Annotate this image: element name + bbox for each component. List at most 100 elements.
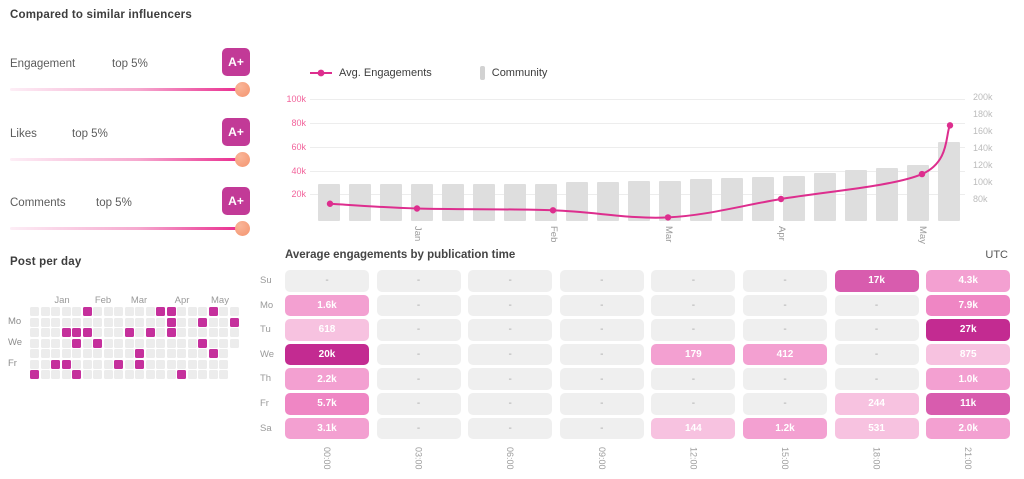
legend-avg-engagements[interactable]: Avg. Engagements	[310, 67, 432, 79]
calendar-cell	[51, 349, 60, 358]
community-bar	[597, 181, 619, 221]
pub-time-label: 09:00	[596, 447, 607, 470]
calendar-month-label: May	[211, 295, 229, 306]
right-axis-tick: 120k	[973, 160, 993, 170]
calendar-cell	[82, 370, 92, 379]
pub-cell: -	[468, 294, 553, 317]
gridline	[310, 146, 965, 148]
slider-track	[10, 227, 242, 230]
engagement-point	[664, 214, 672, 221]
pub-cell: -	[376, 368, 461, 390]
calendar-cell	[198, 370, 207, 379]
legend-community[interactable]: Community	[479, 66, 547, 80]
metric-label: Likes	[10, 128, 37, 140]
calendar-cell	[93, 328, 102, 337]
calendar-cell	[124, 307, 134, 316]
engagement-line-layer	[326, 122, 954, 221]
pub-cell: 4.3k	[926, 270, 1011, 292]
metric-rank: top 5%	[112, 58, 148, 70]
grade-badge: A+	[222, 187, 250, 215]
pub-cell: -	[468, 393, 553, 415]
pub-cell: -	[834, 343, 919, 366]
calendar-cell	[51, 338, 60, 348]
pub-day-label: Tu	[260, 324, 271, 336]
post-per-day-title: Post per day	[10, 256, 82, 268]
calendar-cell	[72, 359, 81, 369]
calendar-cell	[51, 359, 60, 369]
metric-rank: top 5%	[72, 128, 108, 140]
pub-cell: -	[559, 417, 644, 440]
engagement-point	[946, 122, 954, 129]
calendar-cell	[166, 370, 176, 379]
calendar-cell	[30, 370, 39, 379]
calendar-cell	[40, 307, 50, 316]
calendar-cell	[198, 317, 207, 327]
calendar-cell	[72, 317, 81, 327]
pub-cell: -	[559, 368, 644, 390]
calendar-cell	[219, 370, 228, 379]
calendar-cell	[103, 370, 113, 379]
calendar-cell	[114, 359, 123, 369]
calendar-cell	[61, 370, 71, 379]
pub-cell: -	[743, 368, 827, 390]
calendar-cell	[145, 349, 155, 358]
slider-knob[interactable]	[235, 221, 250, 236]
calendar-cell	[124, 317, 134, 327]
calendar-cell	[30, 328, 39, 337]
metric-slider[interactable]	[10, 220, 250, 236]
metric-slider[interactable]	[10, 151, 250, 167]
calendar-cell	[166, 307, 176, 316]
pub-cell: -	[559, 343, 644, 366]
calendar-cell	[93, 307, 102, 316]
calendar-month-label: Apr	[174, 295, 190, 306]
calendar-cell	[61, 328, 71, 337]
pub-cell: -	[559, 319, 644, 341]
calendar-cell	[177, 349, 186, 358]
calendar-cell	[51, 307, 60, 316]
community-bar	[907, 165, 929, 221]
calendar-cell	[124, 359, 134, 369]
community-bar	[473, 184, 495, 221]
calendar-cell	[103, 349, 113, 358]
pub-cell: 20k	[285, 343, 369, 366]
calendar-cell	[145, 328, 155, 337]
pub-cell: -	[285, 270, 369, 292]
pub-cell: -	[651, 368, 736, 390]
community-bar	[845, 170, 867, 221]
calendar-cell	[135, 307, 144, 316]
timezone-label: UTC	[985, 249, 1008, 261]
pub-cell: -	[468, 319, 553, 341]
calendar-cell	[166, 338, 176, 348]
calendar-cell	[177, 359, 186, 369]
pub-time-label: 00:00	[322, 447, 332, 470]
slider-knob[interactable]	[235, 82, 250, 97]
calendar-cell	[208, 338, 218, 348]
metric-slider[interactable]	[10, 81, 250, 97]
calendar-cell	[208, 370, 218, 379]
calendar-cell	[61, 359, 71, 369]
pub-time-label: 15:00	[780, 447, 790, 470]
calendar-cell	[177, 317, 186, 327]
gridline	[310, 123, 965, 124]
calendar-cell	[114, 317, 123, 327]
legend-avg-label: Avg. Engagements	[339, 67, 432, 79]
pub-cell: -	[376, 319, 461, 341]
calendar-cell	[82, 349, 92, 358]
pub-cell: -	[376, 270, 461, 292]
community-bar	[783, 175, 805, 221]
chart-month-label: Feb	[548, 226, 559, 243]
calendar-cell	[72, 370, 81, 379]
left-axis-tick: 80k	[291, 118, 306, 128]
calendar-cell	[135, 338, 144, 348]
slider-knob[interactable]	[235, 152, 250, 167]
pub-cell: 1.0k	[926, 368, 1011, 390]
gridline	[310, 99, 965, 101]
calendar-cell	[30, 307, 39, 316]
left-axis-tick: 60k	[291, 141, 306, 152]
pub-day-label: Fr	[260, 398, 269, 409]
pub-day-label: Su	[260, 275, 272, 286]
pub-cell: 7.9k	[926, 294, 1011, 317]
calendar-cell	[166, 359, 176, 369]
calendar-cell	[187, 317, 197, 327]
